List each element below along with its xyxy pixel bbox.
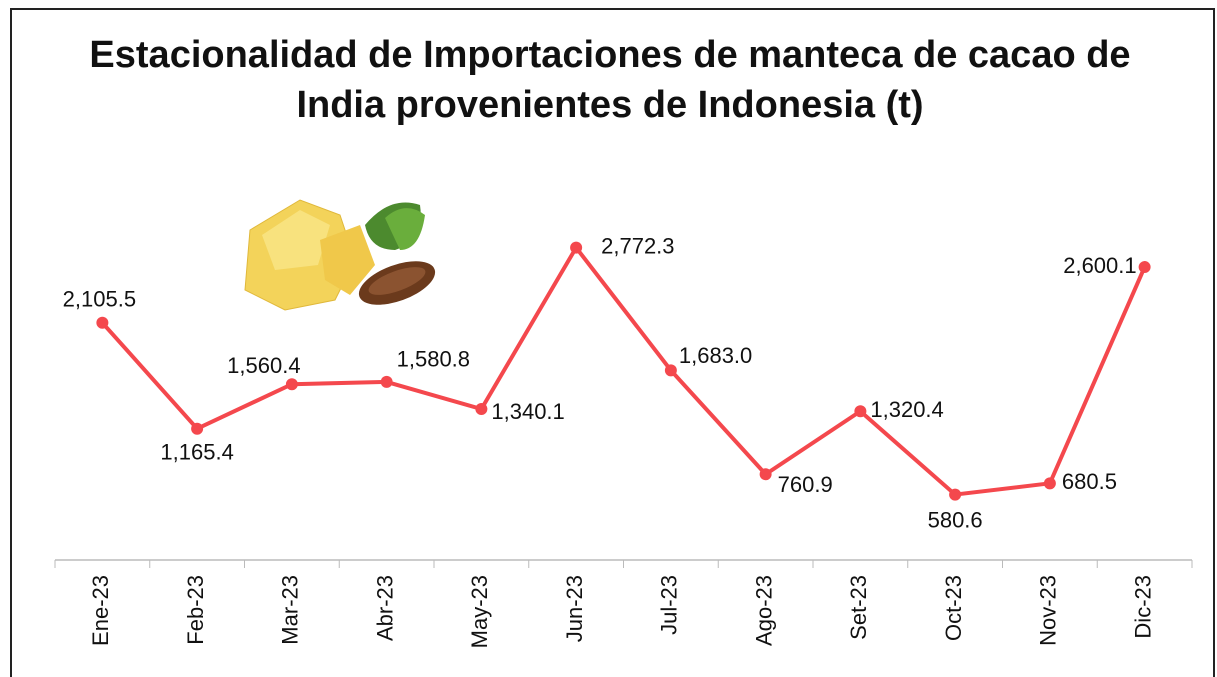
x-tick-label: Oct-23: [941, 575, 966, 641]
data-label: 1,165.4: [160, 440, 233, 465]
x-tick-label: Set-23: [846, 575, 871, 640]
point: [949, 488, 962, 501]
data-label: 1,340.1: [491, 399, 564, 424]
data-label: 1,580.8: [397, 347, 470, 372]
point: [570, 241, 583, 254]
point: [1043, 477, 1056, 490]
x-tick-label: Abr-23: [372, 575, 397, 641]
point: [475, 403, 488, 416]
data-label: 580.6: [928, 507, 983, 532]
point: [1138, 261, 1151, 274]
point: [96, 316, 109, 329]
x-tick-label: Dic-23: [1130, 575, 1155, 639]
chart-title: Estacionalidad de Importaciones de mante…: [89, 34, 1131, 126]
x-tick-label: Ene-23: [88, 575, 113, 646]
x-tick-label: May-23: [467, 575, 492, 648]
x-tick-label: Nov-23: [1036, 575, 1061, 646]
data-label: 2,600.1: [1063, 253, 1136, 278]
point: [191, 422, 204, 435]
x-tick-label: Jul-23: [657, 575, 682, 635]
data-label: 2,772.3: [601, 233, 674, 258]
x-tick-label: Ago-23: [751, 575, 776, 646]
point: [380, 375, 393, 388]
point: [285, 378, 298, 391]
x-tick-label: Feb-23: [183, 575, 208, 645]
x-tick-label: Jun-23: [562, 575, 587, 642]
illustration: [244, 199, 436, 311]
data-label: 760.9: [778, 472, 833, 497]
data-label: 1,560.4: [227, 353, 300, 378]
x-tick-label: Mar-23: [278, 575, 303, 645]
data-label: 2,105.5: [63, 287, 136, 312]
point: [759, 468, 772, 481]
data-label: 680.5: [1062, 469, 1117, 494]
data-label: 1,683.0: [679, 343, 752, 368]
data-label: 1,320.4: [870, 397, 943, 422]
frame: [10, 8, 1215, 677]
line: [100, 244, 1147, 497]
point: [664, 364, 677, 377]
point: [854, 405, 867, 418]
